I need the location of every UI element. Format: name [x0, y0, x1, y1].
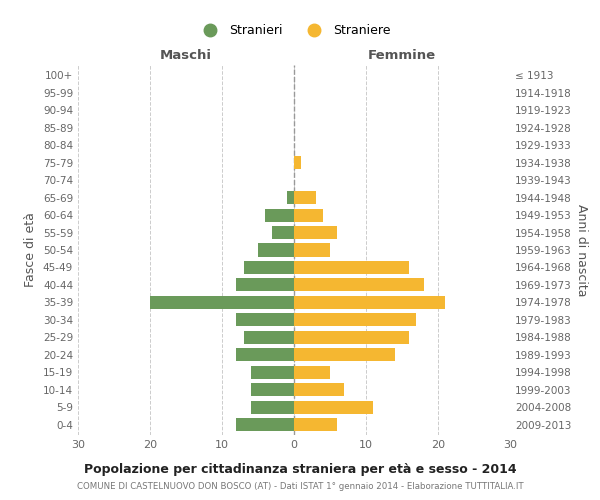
Bar — [251, 366, 294, 378]
Text: COMUNE DI CASTELNUOVO DON BOSCO (AT) - Dati ISTAT 1° gennaio 2014 - Elaborazione: COMUNE DI CASTELNUOVO DON BOSCO (AT) - D… — [77, 482, 523, 491]
Bar — [236, 278, 294, 291]
Bar — [251, 383, 294, 396]
Bar — [294, 226, 337, 239]
Bar — [294, 244, 330, 256]
Bar — [251, 400, 294, 413]
Bar — [294, 418, 337, 431]
Bar — [244, 330, 294, 344]
Bar — [294, 400, 373, 413]
Bar — [265, 208, 294, 222]
Bar — [294, 348, 395, 362]
Y-axis label: Fasce di età: Fasce di età — [25, 212, 37, 288]
Text: Femmine: Femmine — [368, 50, 436, 62]
Bar — [294, 261, 409, 274]
Bar — [258, 244, 294, 256]
Bar — [294, 330, 409, 344]
Bar — [294, 278, 424, 291]
Legend: Stranieri, Straniere: Stranieri, Straniere — [193, 20, 395, 42]
Y-axis label: Anni di nascita: Anni di nascita — [575, 204, 588, 296]
Bar — [236, 348, 294, 362]
Bar — [294, 208, 323, 222]
Bar — [236, 314, 294, 326]
Text: Maschi: Maschi — [160, 50, 212, 62]
Bar — [294, 314, 416, 326]
Bar — [294, 191, 316, 204]
Bar — [294, 383, 344, 396]
Bar — [150, 296, 294, 309]
Bar — [272, 226, 294, 239]
Bar — [244, 261, 294, 274]
Bar — [294, 156, 301, 170]
Bar — [236, 418, 294, 431]
Bar — [294, 366, 330, 378]
Text: Popolazione per cittadinanza straniera per età e sesso - 2014: Popolazione per cittadinanza straniera p… — [83, 462, 517, 475]
Bar — [287, 191, 294, 204]
Bar — [294, 296, 445, 309]
